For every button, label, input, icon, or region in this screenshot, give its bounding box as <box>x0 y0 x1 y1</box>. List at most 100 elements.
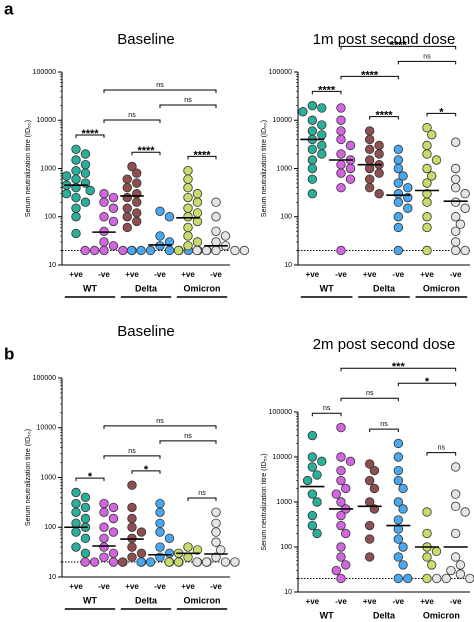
data-point <box>80 557 90 567</box>
data-point <box>132 189 142 199</box>
data-point <box>393 212 404 222</box>
group-label: Omicron <box>183 283 220 293</box>
data-point <box>211 212 221 222</box>
data-point <box>71 507 81 517</box>
data-point <box>431 155 442 165</box>
data-point <box>422 573 432 584</box>
panel-label: b <box>4 344 14 363</box>
data-point <box>369 483 380 494</box>
significance-label: * <box>144 464 149 476</box>
data-point <box>336 497 346 507</box>
data-point <box>183 231 193 241</box>
data-point <box>122 212 132 222</box>
x-tick-label: -ve <box>335 270 347 279</box>
data-point <box>155 206 165 216</box>
data-point <box>307 155 318 165</box>
data-point <box>99 189 109 199</box>
data-point <box>403 183 413 193</box>
significance-label: **** <box>81 128 99 140</box>
data-point <box>364 174 375 184</box>
data-point <box>374 140 384 151</box>
significance-bracket <box>311 90 342 95</box>
data-point <box>364 126 375 136</box>
data-point <box>460 507 470 517</box>
data-point <box>71 487 81 498</box>
data-point <box>450 462 461 472</box>
data-point <box>450 552 461 562</box>
data-point <box>155 231 165 241</box>
significance-label: * <box>88 471 93 483</box>
data-point <box>450 501 461 512</box>
data-point <box>145 245 156 256</box>
data-point <box>85 185 95 196</box>
data-point <box>460 189 470 199</box>
data-point <box>307 144 318 154</box>
data-point <box>336 422 346 433</box>
significance-bracket <box>75 134 105 138</box>
data-point <box>450 212 461 222</box>
data-point <box>136 557 146 567</box>
data-point <box>80 245 90 256</box>
data-point <box>460 245 470 256</box>
x-tick-label: -ve <box>393 597 405 606</box>
data-point <box>136 245 146 256</box>
x-tick-label: +ve <box>181 582 195 591</box>
y-tick-label: 10000 <box>273 117 293 124</box>
data-point <box>71 542 81 552</box>
significance-bracket <box>103 89 217 93</box>
data-point <box>307 462 318 472</box>
data-point <box>132 168 142 178</box>
data-point <box>307 101 318 111</box>
significance-bracket <box>369 116 399 120</box>
y-tick-label: 10000 <box>37 425 57 432</box>
data-point <box>393 178 404 188</box>
data-point <box>122 203 132 213</box>
data-point <box>192 197 203 207</box>
data-point <box>422 507 432 517</box>
data-point <box>393 155 404 165</box>
data-point <box>331 489 341 499</box>
data-point <box>164 212 175 222</box>
data-point <box>345 456 356 467</box>
data-point <box>364 520 375 531</box>
significance-label: ns <box>438 445 446 452</box>
data-point <box>317 120 327 130</box>
x-tick-label: +ve <box>69 582 83 591</box>
data-point <box>211 527 221 537</box>
y-axis-label: Serum neutralization titre (ID₅₀) <box>25 120 32 217</box>
data-point <box>99 552 109 562</box>
data-point <box>118 245 128 256</box>
data-point <box>374 149 384 159</box>
data-point <box>312 470 322 480</box>
data-point <box>99 237 109 247</box>
data-point <box>155 498 165 509</box>
significance-label: ns <box>366 390 374 397</box>
panel-label: a <box>4 0 14 18</box>
data-point <box>422 178 432 188</box>
data-point <box>80 197 91 207</box>
group-label: WT <box>83 595 97 605</box>
data-point <box>211 197 221 207</box>
significance-bracket <box>159 104 217 108</box>
data-point <box>183 212 193 222</box>
data-point <box>317 103 327 113</box>
data-point <box>450 226 461 236</box>
data-point <box>422 528 432 539</box>
significance-bracket <box>311 412 342 417</box>
data-point <box>183 552 193 562</box>
data-point <box>230 557 240 567</box>
data-point <box>108 216 119 227</box>
data-point <box>455 560 466 570</box>
x-tick-label: +ve <box>420 270 434 279</box>
data-point <box>108 192 119 203</box>
data-point <box>450 237 461 247</box>
data-point <box>211 518 221 529</box>
y-tick-label: 100 <box>44 524 56 531</box>
data-point <box>441 573 451 584</box>
data-point <box>164 245 175 256</box>
data-point <box>364 144 375 154</box>
group-label: WT <box>320 283 334 293</box>
data-point <box>398 560 408 570</box>
data-point <box>431 546 442 557</box>
data-point <box>307 452 318 462</box>
